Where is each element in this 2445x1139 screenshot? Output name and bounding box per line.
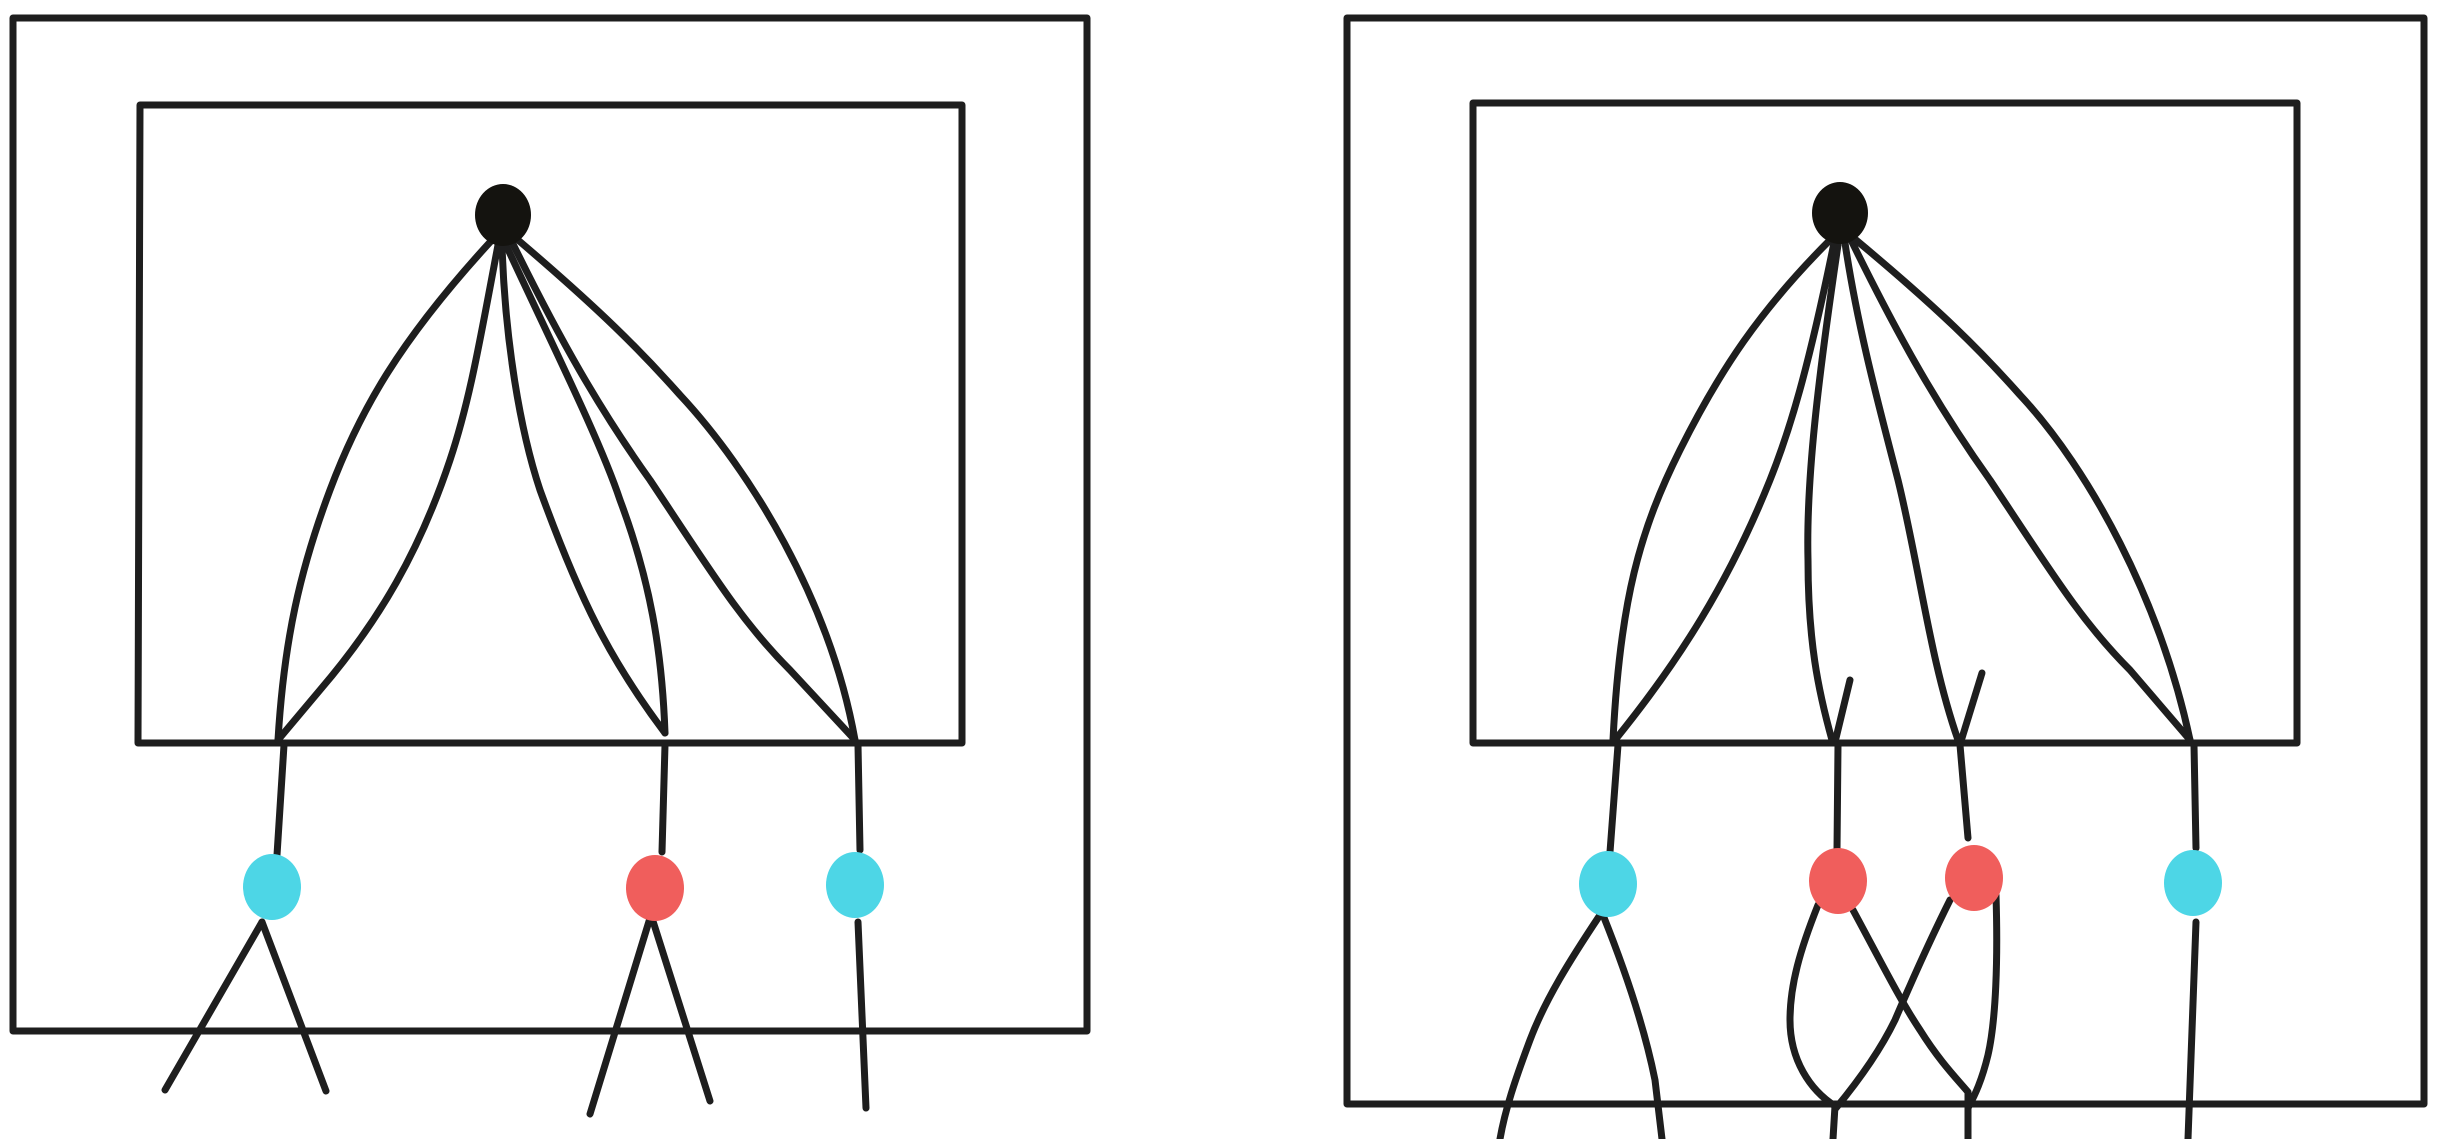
left-root-node bbox=[475, 184, 531, 246]
left-edge-root-node2-inner bbox=[498, 241, 669, 737]
left-edge-root-node3-inner bbox=[508, 238, 859, 744]
right-tick-node3 bbox=[1958, 669, 1986, 742]
right-edge-root-node3 bbox=[1841, 239, 1962, 744]
left-stem-node1 bbox=[273, 741, 288, 859]
right-stem-node3 bbox=[1956, 741, 1972, 842]
left-node-red-1 bbox=[626, 855, 684, 921]
right-branch-node3-a bbox=[1832, 896, 1954, 1112]
left-edge-root-node1-inner bbox=[274, 241, 502, 744]
left-branch-node1-a bbox=[161, 918, 266, 1094]
left-edge-root-node3-outer bbox=[514, 236, 859, 744]
right-branch-node1-a bbox=[1496, 911, 1604, 1139]
right-root-node bbox=[1812, 182, 1868, 244]
right-outer-frame bbox=[1343, 14, 2428, 1108]
right-edge-root-node4-outer bbox=[1852, 236, 2194, 744]
right-edge-root-node1-outer bbox=[1609, 236, 1834, 744]
left-branch-node2-b bbox=[648, 914, 714, 1105]
right-stem-node4 bbox=[2190, 741, 2200, 852]
right-stem-node1 bbox=[1606, 741, 1622, 856]
right-branch-node2-b bbox=[1849, 906, 1972, 1139]
right-tick-node2 bbox=[1832, 676, 1854, 742]
right-edge-root-node2 bbox=[1804, 241, 1842, 744]
right-node-red-2 bbox=[1945, 845, 2003, 911]
right-branch-node2-a bbox=[1786, 901, 1839, 1139]
left-branch-node3-a bbox=[854, 918, 870, 1112]
right-inner-frame bbox=[1469, 99, 2301, 747]
right-branch-node1-b bbox=[1599, 911, 1666, 1139]
left-diagram bbox=[9, 14, 1091, 1118]
left-edge-root-node2-outer bbox=[502, 241, 669, 737]
right-branch-node3-b bbox=[1964, 891, 2001, 1112]
left-outer-frame bbox=[9, 14, 1091, 1035]
left-node-cyan-1 bbox=[243, 854, 301, 920]
left-stem-node2 bbox=[658, 741, 669, 856]
left-stem-node3 bbox=[854, 741, 864, 854]
right-diagram bbox=[1343, 14, 2428, 1139]
right-branch-node4-a bbox=[2184, 918, 2200, 1139]
right-node-cyan-1 bbox=[1579, 851, 1637, 917]
left-edge-root-node1-outer bbox=[274, 236, 496, 744]
left-branch-node2-a bbox=[586, 914, 654, 1118]
left-node-cyan-2 bbox=[826, 852, 884, 918]
right-node-red-1 bbox=[1809, 848, 1867, 914]
right-edge-root-node1-inner bbox=[1611, 239, 1838, 744]
right-node-cyan-2 bbox=[2164, 850, 2222, 916]
left-inner-frame bbox=[134, 101, 966, 747]
right-stem-node2 bbox=[1833, 741, 1842, 854]
left-branch-node1-b bbox=[258, 918, 330, 1095]
right-edge-root-node4-inner bbox=[1848, 238, 2194, 744]
